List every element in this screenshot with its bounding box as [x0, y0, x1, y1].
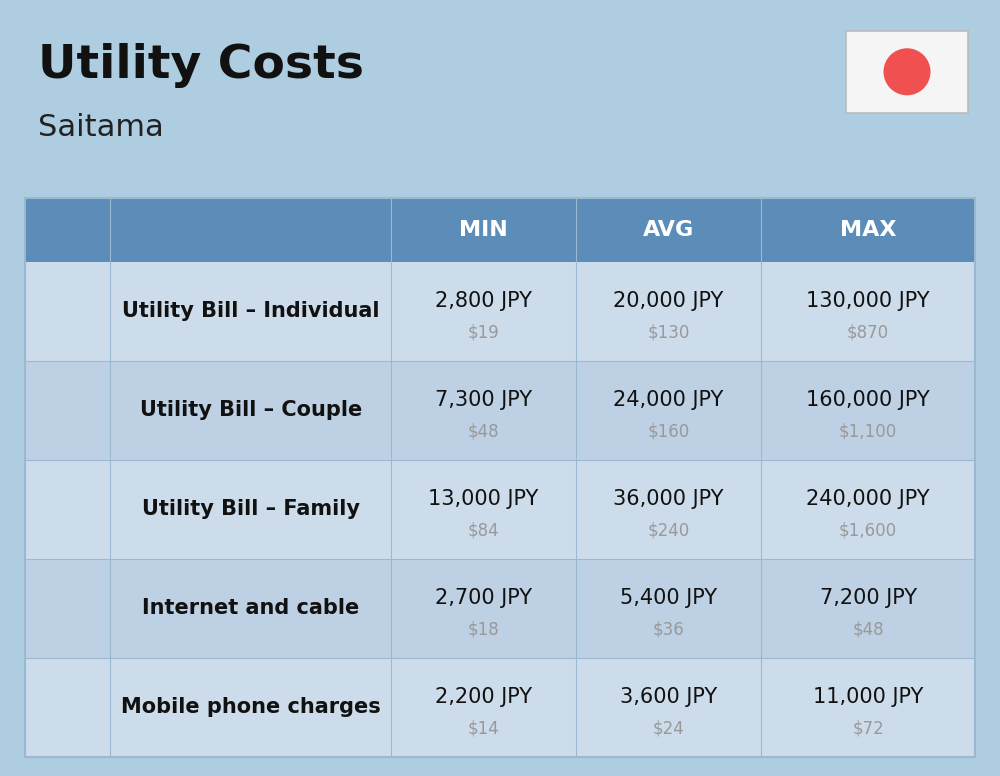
Text: 36,000 JPY: 36,000 JPY [613, 489, 724, 509]
Text: Utility Bill – Family: Utility Bill – Family [142, 499, 360, 519]
Text: $18: $18 [468, 621, 499, 639]
Text: Mobile phone charges: Mobile phone charges [121, 697, 380, 717]
Text: MIN: MIN [459, 220, 508, 240]
Text: $1,600: $1,600 [839, 521, 897, 540]
Text: Internet and cable: Internet and cable [142, 598, 359, 618]
Text: 20,000 JPY: 20,000 JPY [613, 291, 724, 311]
Text: 13,000 JPY: 13,000 JPY [428, 489, 539, 509]
Text: 24,000 JPY: 24,000 JPY [613, 390, 724, 411]
Text: $14: $14 [468, 720, 499, 738]
Text: $130: $130 [647, 324, 690, 341]
Text: Saitama: Saitama [38, 113, 164, 141]
Text: 2,200 JPY: 2,200 JPY [435, 688, 532, 707]
Text: Utility Bill – Couple: Utility Bill – Couple [140, 400, 362, 420]
Text: 11,000 JPY: 11,000 JPY [813, 688, 923, 707]
Text: 130,000 JPY: 130,000 JPY [806, 291, 930, 311]
Text: $48: $48 [468, 423, 499, 441]
Text: MAX: MAX [840, 220, 896, 240]
Text: 3,600 JPY: 3,600 JPY [620, 688, 717, 707]
Text: 2,800 JPY: 2,800 JPY [435, 291, 532, 311]
Text: 7,300 JPY: 7,300 JPY [435, 390, 532, 411]
Text: Utility Bill – Individual: Utility Bill – Individual [122, 301, 379, 321]
Text: 5,400 JPY: 5,400 JPY [620, 588, 717, 608]
Text: 160,000 JPY: 160,000 JPY [806, 390, 930, 411]
Text: $870: $870 [847, 324, 889, 341]
Text: 7,200 JPY: 7,200 JPY [820, 588, 917, 608]
Text: $48: $48 [852, 621, 884, 639]
Text: $36: $36 [653, 621, 684, 639]
Text: $1,100: $1,100 [839, 423, 897, 441]
Circle shape [884, 49, 930, 95]
Text: $72: $72 [852, 720, 884, 738]
Text: 240,000 JPY: 240,000 JPY [806, 489, 930, 509]
Text: 2,700 JPY: 2,700 JPY [435, 588, 532, 608]
Text: $19: $19 [468, 324, 499, 341]
Text: $84: $84 [468, 521, 499, 540]
Text: AVG: AVG [643, 220, 694, 240]
Text: $24: $24 [653, 720, 684, 738]
Text: Utility Costs: Utility Costs [38, 43, 364, 88]
Text: $240: $240 [647, 521, 690, 540]
Text: $160: $160 [647, 423, 690, 441]
